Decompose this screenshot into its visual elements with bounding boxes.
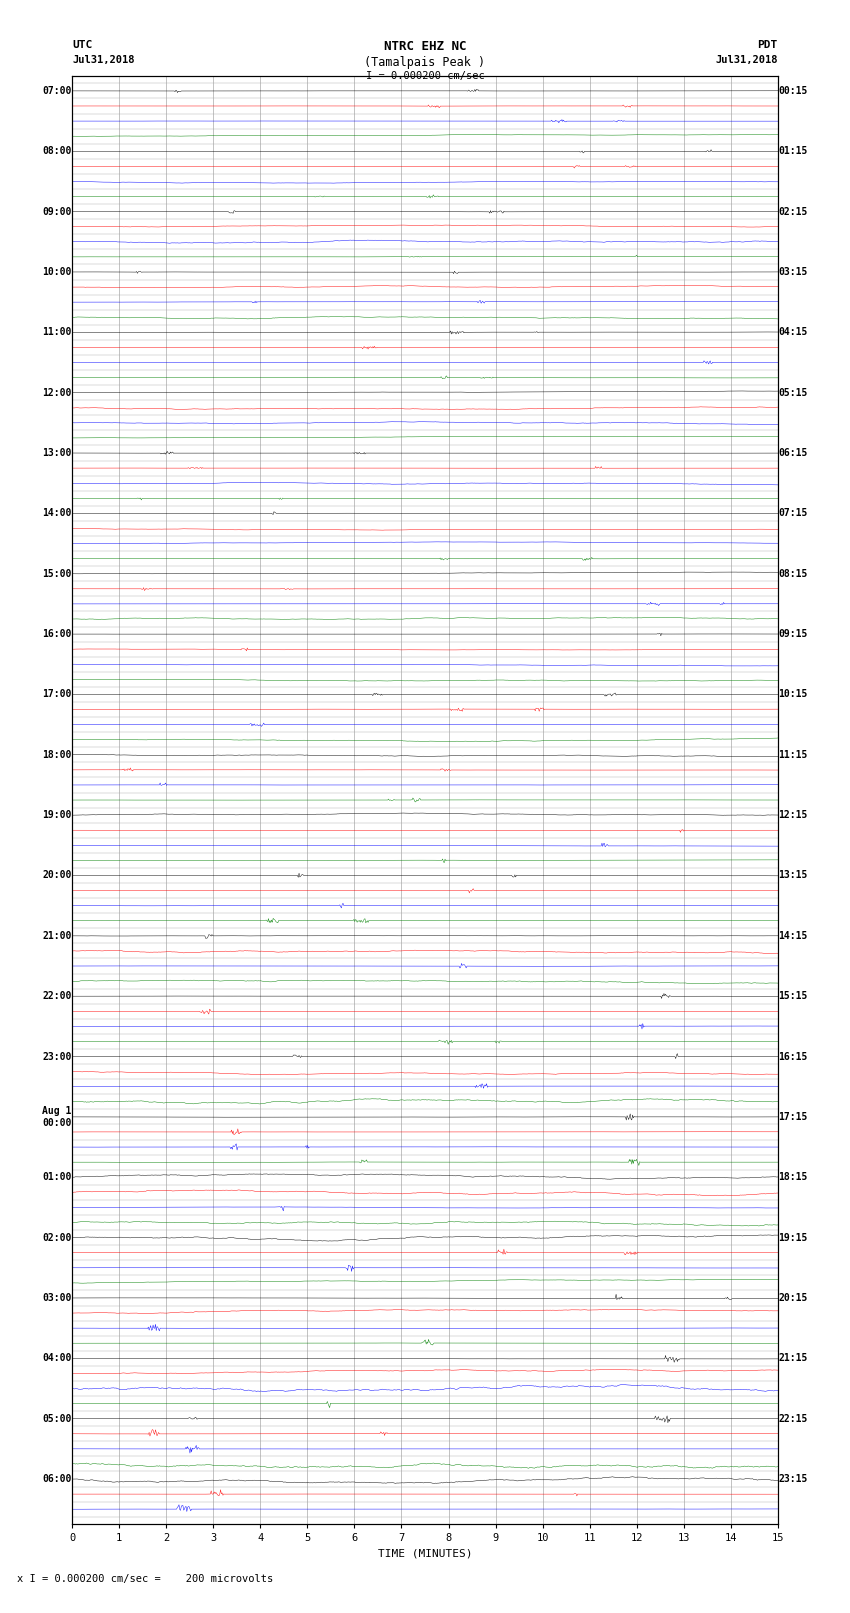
Text: PDT: PDT [757, 40, 778, 50]
Text: 09:15: 09:15 [779, 629, 808, 639]
Text: 09:00: 09:00 [42, 206, 71, 216]
Text: 14:15: 14:15 [779, 931, 808, 940]
Text: 06:00: 06:00 [42, 1474, 71, 1484]
Text: 23:00: 23:00 [42, 1052, 71, 1061]
Text: 20:00: 20:00 [42, 871, 71, 881]
Text: 20:15: 20:15 [779, 1294, 808, 1303]
X-axis label: TIME (MINUTES): TIME (MINUTES) [377, 1548, 473, 1558]
Text: 21:15: 21:15 [779, 1353, 808, 1363]
Text: 17:15: 17:15 [779, 1111, 808, 1123]
Text: 11:00: 11:00 [42, 327, 71, 337]
Text: 22:15: 22:15 [779, 1413, 808, 1424]
Text: 13:00: 13:00 [42, 448, 71, 458]
Text: 14:00: 14:00 [42, 508, 71, 518]
Text: UTC: UTC [72, 40, 93, 50]
Text: 23:15: 23:15 [779, 1474, 808, 1484]
Text: 03:15: 03:15 [779, 268, 808, 277]
Text: 11:15: 11:15 [779, 750, 808, 760]
Text: NTRC EHZ NC: NTRC EHZ NC [383, 40, 467, 53]
Text: 08:15: 08:15 [779, 569, 808, 579]
Text: 12:15: 12:15 [779, 810, 808, 819]
Text: 18:00: 18:00 [42, 750, 71, 760]
Text: 16:00: 16:00 [42, 629, 71, 639]
Text: 06:15: 06:15 [779, 448, 808, 458]
Text: Aug 1
00:00: Aug 1 00:00 [42, 1107, 71, 1127]
Text: 04:00: 04:00 [42, 1353, 71, 1363]
Text: 13:15: 13:15 [779, 871, 808, 881]
Text: I = 0.000200 cm/sec: I = 0.000200 cm/sec [366, 71, 484, 81]
Text: 10:00: 10:00 [42, 268, 71, 277]
Text: 05:00: 05:00 [42, 1413, 71, 1424]
Text: Jul31,2018: Jul31,2018 [72, 55, 135, 65]
Text: 19:15: 19:15 [779, 1232, 808, 1242]
Text: 22:00: 22:00 [42, 992, 71, 1002]
Text: 02:00: 02:00 [42, 1232, 71, 1242]
Text: (Tamalpais Peak ): (Tamalpais Peak ) [365, 56, 485, 69]
Text: 17:00: 17:00 [42, 689, 71, 700]
Text: 12:00: 12:00 [42, 387, 71, 398]
Text: 03:00: 03:00 [42, 1294, 71, 1303]
Text: x I = 0.000200 cm/sec =    200 microvolts: x I = 0.000200 cm/sec = 200 microvolts [17, 1574, 273, 1584]
Text: 05:15: 05:15 [779, 387, 808, 398]
Text: 15:00: 15:00 [42, 569, 71, 579]
Text: 00:15: 00:15 [779, 85, 808, 95]
Text: 01:15: 01:15 [779, 147, 808, 156]
Text: 01:00: 01:00 [42, 1173, 71, 1182]
Text: 16:15: 16:15 [779, 1052, 808, 1061]
Text: 08:00: 08:00 [42, 147, 71, 156]
Text: 07:15: 07:15 [779, 508, 808, 518]
Text: 19:00: 19:00 [42, 810, 71, 819]
Text: 18:15: 18:15 [779, 1173, 808, 1182]
Text: 02:15: 02:15 [779, 206, 808, 216]
Text: 07:00: 07:00 [42, 85, 71, 95]
Text: 10:15: 10:15 [779, 689, 808, 700]
Text: 15:15: 15:15 [779, 992, 808, 1002]
Text: 21:00: 21:00 [42, 931, 71, 940]
Text: 04:15: 04:15 [779, 327, 808, 337]
Text: Jul31,2018: Jul31,2018 [715, 55, 778, 65]
